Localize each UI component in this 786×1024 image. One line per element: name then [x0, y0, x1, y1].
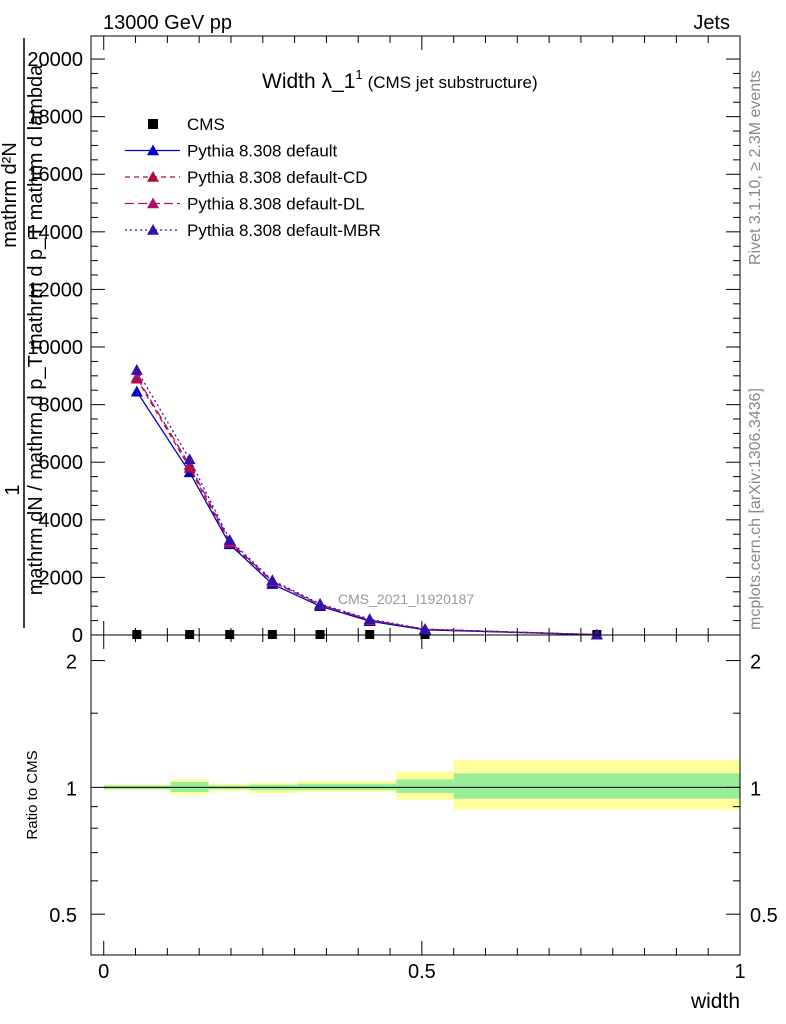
- data-point-series-3: [183, 459, 196, 470]
- x-axis-label: width: [690, 990, 740, 1013]
- ratio-y-tick-label-right: 1: [750, 778, 761, 800]
- y-axis-label-numerator: mathrm d²N: [0, 142, 21, 248]
- ratio-frame: [90, 634, 741, 956]
- x-tick-label: 0.5: [408, 961, 436, 983]
- header-left: 13000 GeV pp: [103, 12, 232, 34]
- x-tick-label: 1: [734, 961, 745, 983]
- data-point-series-4: [590, 628, 603, 640]
- ratio-y-tick-label: 2: [66, 652, 77, 674]
- y-tick-label: 12000: [27, 279, 83, 301]
- legend-marker-2: [147, 171, 159, 182]
- main-panel: 0 2000 4000 6000 8000 10000 12000 14000 16000 180…: [0, 35, 741, 647]
- ratio-band-stat-6: [396, 779, 454, 793]
- legend-label-1: Pythia 8.308 default: [187, 142, 338, 161]
- data-point-series-4: [266, 574, 279, 586]
- rivet-version-label: Rivet 3.1.10, ≥ 2.3M events: [747, 70, 764, 265]
- data-point-series-4: [363, 613, 376, 624]
- ratio-y-tick-label: 1: [66, 778, 77, 800]
- mcplots-label: mcplots.cern.ch [arXiv:1306.3436]: [747, 388, 764, 630]
- data-point-series-4: [223, 533, 236, 545]
- legend-label-3: Pythia 8.308 default-DL: [187, 195, 365, 214]
- y-tick-label: 18000: [27, 107, 83, 129]
- y-tick-label: 16000: [27, 164, 83, 186]
- y-tick-label: 2000: [39, 567, 84, 589]
- y-axis-label-denominator: mathrm dN / mathrm d p_T mathrm d p_T ma…: [25, 64, 47, 595]
- header-right: Jets: [693, 12, 730, 34]
- y-tick-label: 6000: [39, 452, 84, 474]
- ratio-y-axis-label: Ratio to CMS: [24, 750, 41, 839]
- ratio-y-tick-label-right: 2: [750, 652, 761, 674]
- y-tick-label: 14000: [27, 222, 83, 244]
- y-tick-label: 0: [72, 625, 83, 647]
- legend-marker-cms: [148, 119, 158, 129]
- ratio-y-tick-label: 0.5: [49, 905, 77, 927]
- legend-label-2: Pythia 8.308 default-CD: [187, 168, 368, 187]
- data-point-series-1: [130, 385, 143, 397]
- y-axis-label-main: 1: [2, 484, 24, 495]
- data-point-series-4: [419, 623, 432, 635]
- series-line-3: [136, 376, 597, 636]
- series-line-1: [136, 391, 597, 636]
- plot-title: Width λ_11 (CMS jet substructure): [262, 67, 538, 93]
- ratio-band-stat-7: [453, 773, 740, 799]
- legend-marker-3: [147, 197, 159, 209]
- analysis-watermark: CMS_2021_I1920187: [338, 591, 474, 607]
- data-point-series-4: [314, 597, 327, 609]
- data-point-series-4: [183, 453, 196, 465]
- legend-label-0: CMS: [187, 115, 225, 134]
- legend-marker-4: [147, 224, 159, 235]
- y-tick-label: 4000: [39, 510, 84, 532]
- legend-label-4: Pythia 8.308 default-MBR: [187, 221, 381, 240]
- ratio-y-tick-label-right: 0.5: [750, 905, 778, 927]
- legend-marker-1: [147, 144, 159, 156]
- x-tick-label: 0: [98, 961, 109, 983]
- data-point-series-4: [130, 364, 143, 375]
- data-point-series-3: [130, 371, 143, 383]
- y-tick-label: 10000: [27, 337, 83, 359]
- y-tick-label: 20000: [27, 49, 83, 71]
- y-tick-label: 8000: [39, 395, 84, 417]
- ratio-panel: 0.5 0.5 1 1 2 2 0 0.5 1 width Ratio to CMS: [24, 634, 778, 1013]
